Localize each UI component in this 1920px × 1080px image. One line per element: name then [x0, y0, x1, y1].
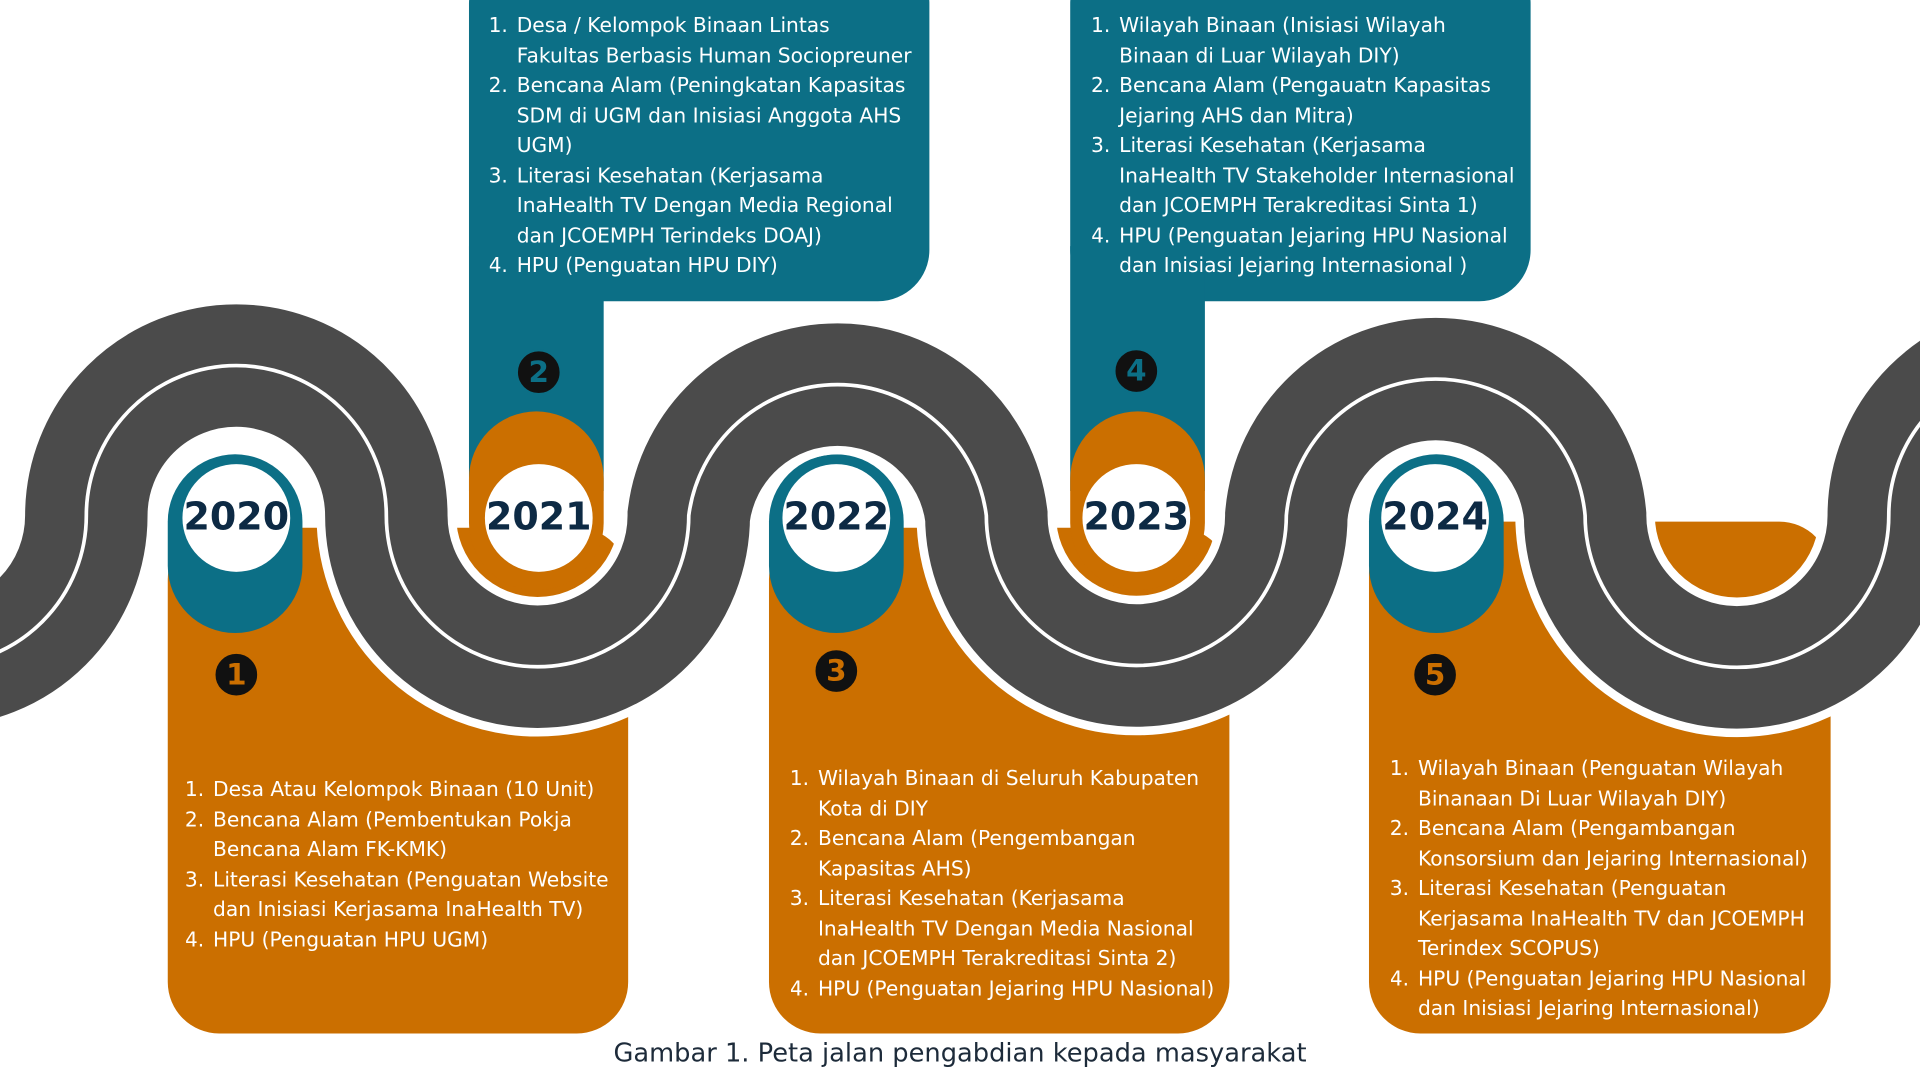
- item-list-box: Wilayah Binaan di Seluruh Kabupaten Kota…: [791, 764, 1220, 1021]
- step-number: 1: [226, 657, 246, 691]
- item: Literasi Kesehatan (Penguatan Website da…: [211, 865, 609, 925]
- item: Wilayah Binaan di Seluruh Kabupaten Kota…: [816, 764, 1220, 824]
- item: Desa / Kelompok Binaan Lintas Fakultas B…: [514, 11, 918, 71]
- item: HPU (Penguatan Jejaring HPU Nasional dan…: [1416, 964, 1826, 1024]
- year-circle: [782, 464, 891, 572]
- item-list: Wilayah Binaan di Seluruh Kabupaten Kota…: [791, 764, 1220, 1004]
- year-label: 2021: [486, 495, 592, 539]
- step-number: 2: [529, 355, 549, 389]
- item: Bencana Alam (Pembentukan Pokja Bencana …: [211, 805, 609, 865]
- year-label: 2023: [1084, 495, 1190, 539]
- step-number: 4: [1126, 354, 1146, 388]
- year-label: 2022: [784, 495, 890, 539]
- item: Wilayah Binaan (Penguatan Wilayah Binana…: [1416, 754, 1826, 814]
- item: Literasi Kesehatan (Penguatan Kerjasama …: [1416, 874, 1826, 964]
- year-label: 2020: [184, 495, 290, 539]
- step-badge: [1411, 651, 1459, 698]
- item: Wilayah Binaan (Inisiasi Wilayah Binaan …: [1117, 11, 1521, 71]
- item-list-box: Wilayah Binaan (Inisiasi Wilayah Binaan …: [1092, 11, 1521, 293]
- item: Literasi Kesehatan (Kerjasama InaHealth …: [1117, 131, 1521, 221]
- step-badge: [515, 348, 563, 396]
- item: Bencana Alam (Pengauatn Kapasitas Jejari…: [1117, 71, 1521, 131]
- year-circle: [1082, 464, 1191, 572]
- year-circle: [1381, 464, 1489, 572]
- item-list-box: Desa Atau Kelompok Binaan (10 Unit)Benca…: [186, 775, 608, 1032]
- item: Bencana Alam (Pengembangan Kapasitas AHS…: [816, 824, 1220, 884]
- item: HPU (Penguatan HPU UGM): [211, 925, 609, 955]
- item-list: Desa Atau Kelompok Binaan (10 Unit)Benca…: [186, 775, 608, 955]
- item: HPU (Penguatan HPU DIY): [514, 251, 918, 281]
- item-list: Wilayah Binaan (Inisiasi Wilayah Binaan …: [1092, 11, 1521, 281]
- item-list-box: Desa / Kelompok Binaan Lintas Fakultas B…: [490, 11, 919, 293]
- year-circle: [484, 464, 593, 572]
- step-badge: [1113, 347, 1160, 395]
- step-number: 5: [1425, 657, 1445, 691]
- milestone-panel: [468, 0, 930, 302]
- road-centerline: [0, 363, 1920, 670]
- item: Bencana Alam (Pengambangan Konsorsium da…: [1416, 814, 1826, 874]
- caption: Gambar 1. Peta jalan pengabdian kepada m…: [613, 1039, 1306, 1069]
- milestone-panel: [1070, 0, 1531, 302]
- year-circle: [182, 464, 291, 572]
- item-list-box: Wilayah Binaan (Penguatan Wilayah Binana…: [1391, 754, 1826, 1036]
- labels: Desa Atau Kelompok Binaan (10 Unit)Benca…: [182, 11, 1825, 1036]
- item: HPU (Penguatan Jejaring HPU Nasional dan…: [1117, 221, 1521, 281]
- step-badge: [213, 651, 260, 698]
- item-list: Desa / Kelompok Binaan Lintas Fakultas B…: [490, 11, 919, 281]
- item-list: Wilayah Binaan (Penguatan Wilayah Binana…: [1391, 754, 1826, 1024]
- step-badge: [813, 647, 860, 695]
- item: Desa Atau Kelompok Binaan (10 Unit): [211, 775, 609, 805]
- item: HPU (Penguatan Jejaring HPU Nasional): [816, 974, 1220, 1004]
- item: Literasi Kesehatan (Kerjasama InaHealth …: [514, 161, 918, 251]
- step-number: 3: [826, 654, 846, 688]
- year-label: 2024: [1382, 495, 1488, 539]
- item: Literasi Kesehatan (Kerjasama InaHealth …: [816, 884, 1220, 974]
- road: [0, 295, 1920, 738]
- item: Bencana Alam (Peningkatan Kapasitas SDM …: [514, 71, 918, 161]
